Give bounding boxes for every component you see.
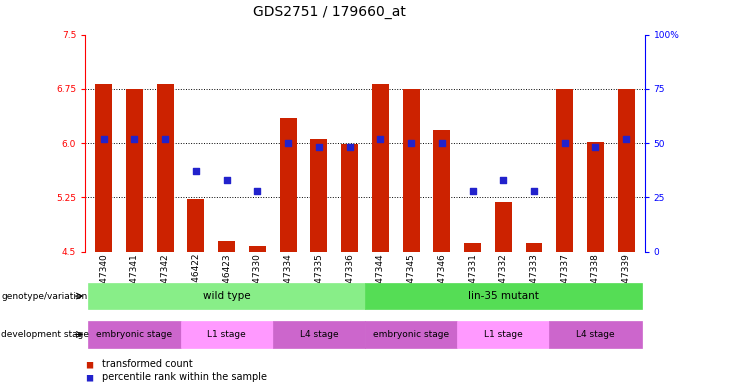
Bar	[279, 118, 296, 252]
Bar	[618, 89, 635, 252]
Text: ◼: ◼	[85, 359, 93, 369]
Point	[528, 188, 540, 194]
Bar	[126, 89, 143, 252]
Point	[313, 144, 325, 151]
Bar	[402, 89, 419, 252]
Text: L4 stage: L4 stage	[576, 330, 615, 339]
Text: L1 stage: L1 stage	[484, 330, 522, 339]
Point	[128, 136, 140, 142]
Bar	[525, 243, 542, 252]
Point	[190, 168, 202, 174]
Point	[590, 144, 602, 151]
Text: lin-35 mutant: lin-35 mutant	[468, 291, 539, 301]
Text: percentile rank within the sample: percentile rank within the sample	[102, 372, 267, 382]
Bar	[187, 199, 205, 252]
Point	[282, 140, 294, 146]
Bar	[587, 142, 604, 252]
Point	[374, 136, 386, 142]
Text: GDS2751 / 179660_at: GDS2751 / 179660_at	[253, 5, 406, 19]
Point	[497, 177, 509, 183]
Point	[467, 188, 479, 194]
Point	[620, 136, 632, 142]
Bar	[433, 130, 451, 252]
Bar	[556, 89, 574, 252]
Point	[98, 136, 110, 142]
Bar	[464, 243, 481, 252]
Point	[344, 144, 356, 151]
Bar	[372, 84, 389, 252]
Bar	[341, 144, 358, 252]
Text: L4 stage: L4 stage	[299, 330, 338, 339]
Text: ◼: ◼	[85, 372, 93, 382]
Point	[559, 140, 571, 146]
Point	[159, 136, 171, 142]
Bar	[310, 139, 328, 252]
Text: development stage: development stage	[1, 330, 90, 339]
Bar	[495, 202, 512, 252]
Text: embryonic stage: embryonic stage	[96, 330, 173, 339]
Bar	[249, 246, 266, 252]
Text: embryonic stage: embryonic stage	[373, 330, 449, 339]
Bar	[95, 84, 112, 252]
Point	[436, 140, 448, 146]
Point	[251, 188, 263, 194]
Text: L1 stage: L1 stage	[207, 330, 246, 339]
Text: transformed count: transformed count	[102, 359, 192, 369]
Bar	[156, 84, 173, 252]
Bar	[218, 241, 235, 252]
Text: genotype/variation: genotype/variation	[1, 291, 87, 301]
Text: wild type: wild type	[203, 291, 250, 301]
Point	[405, 140, 417, 146]
Point	[221, 177, 233, 183]
